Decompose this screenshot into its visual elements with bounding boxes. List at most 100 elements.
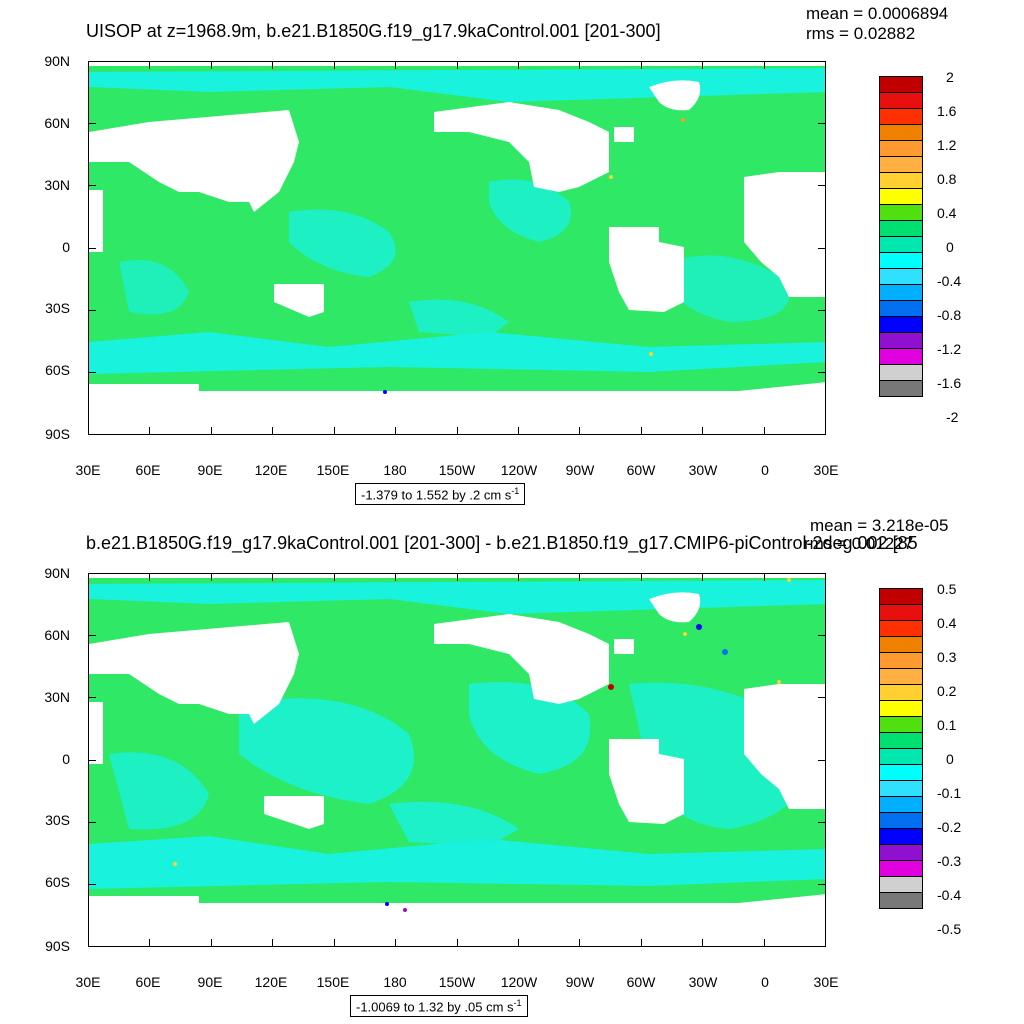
- axis-tick: [88, 61, 96, 62]
- colorbar-label: 0.8: [937, 171, 957, 187]
- x-label: 60W: [626, 974, 656, 990]
- axis-tick: [88, 884, 96, 885]
- colorbar-swatch: [879, 700, 923, 717]
- axis-tick: [395, 61, 396, 69]
- colorbar-swatch: [879, 364, 923, 381]
- x-label: 30E: [75, 462, 101, 478]
- x-label: 90W: [565, 462, 595, 478]
- y-label: 90S: [45, 426, 70, 442]
- axis-tick: [764, 573, 765, 581]
- x-label: 150W: [438, 974, 476, 990]
- colorbar-swatch: [879, 828, 923, 845]
- colorbar-swatch: [879, 140, 923, 157]
- y-label: 0: [62, 751, 70, 767]
- x-label: 120E: [254, 462, 288, 478]
- colorbar-label: 0: [946, 751, 954, 767]
- axis-tick: [272, 573, 273, 581]
- colorbar-label: -0.5: [937, 921, 962, 937]
- colorbar-swatch: [879, 588, 923, 605]
- x-label: 30E: [75, 974, 101, 990]
- colorbar-swatch: [879, 844, 923, 861]
- axis-tick: [88, 434, 96, 435]
- axis-tick: [579, 939, 580, 947]
- axis-tick: [457, 427, 458, 435]
- colorbar-label: -0.2: [937, 819, 962, 835]
- x-label: 150E: [316, 462, 350, 478]
- x-label: 30W: [688, 462, 718, 478]
- colorbar-label: -0.3: [937, 853, 962, 869]
- axis-tick: [818, 434, 826, 435]
- colorbar-swatch: [879, 204, 923, 221]
- axis-tick: [272, 427, 273, 435]
- axis-tick: [825, 61, 826, 69]
- axis-tick: [88, 310, 96, 311]
- plot-title: b.e21.B1850G.f19_g17.9kaControl.001 [201…: [86, 533, 918, 553]
- colorbar-label: -1.2: [937, 341, 962, 357]
- range-info-text: -1.379 to 1.552 by .2 cm s: [361, 487, 512, 503]
- colorbar-swatch: [879, 716, 923, 733]
- axis-tick: [818, 822, 826, 823]
- colorbar-swatch: [879, 764, 923, 781]
- axis-tick: [88, 573, 89, 581]
- colorbar-swatch: [879, 636, 923, 653]
- colorbar-swatch: [879, 268, 923, 285]
- axis-tick: [88, 822, 96, 823]
- axis-tick: [211, 427, 212, 435]
- x-label: 60E: [135, 974, 161, 990]
- colorbar-swatch: [879, 348, 923, 365]
- colorbar-label: 1.2: [937, 137, 957, 153]
- axis-tick: [818, 884, 826, 885]
- colorbar-swatch: [879, 780, 923, 797]
- axis-tick: [211, 61, 212, 69]
- axis-tick: [88, 185, 96, 186]
- axis-tick: [702, 427, 703, 435]
- y-label: 60S: [45, 362, 70, 378]
- x-label: 30E: [813, 462, 839, 478]
- axis-tick: [641, 573, 642, 581]
- axis-tick: [457, 939, 458, 947]
- mean-value: mean = 0.0006894: [806, 4, 949, 23]
- y-label: 30S: [45, 300, 70, 316]
- axis-tick: [702, 61, 703, 69]
- axis-tick: [518, 573, 519, 581]
- axis-tick: [88, 635, 96, 636]
- colorbar-swatch: [879, 300, 923, 317]
- axis-tick: [641, 939, 642, 947]
- axis-tick: [825, 573, 826, 581]
- colorbar-swatch: [879, 620, 923, 637]
- axis-tick: [818, 760, 826, 761]
- colorbar-swatch: [879, 860, 923, 877]
- panel-top: UISOP at z=1968.9m, b.e21.B1850G.f19_g17…: [44, 4, 962, 506]
- colorbar-swatch: [879, 316, 923, 333]
- range-info-unit-exp: -1: [511, 486, 520, 496]
- axis-tick: [641, 61, 642, 69]
- axis-tick: [211, 573, 212, 581]
- y-label: 60S: [45, 874, 70, 890]
- axis-tick: [149, 573, 150, 581]
- mean-value: mean = 3.218e-05: [810, 516, 949, 535]
- axis-tick: [764, 427, 765, 435]
- axis-tick: [518, 939, 519, 947]
- axis-tick: [88, 760, 96, 761]
- axis-tick: [702, 573, 703, 581]
- axis-tick: [211, 939, 212, 947]
- colorbar-label: -1.6: [937, 375, 962, 391]
- x-label: 90E: [197, 462, 223, 478]
- colorbar-label: -0.4: [937, 887, 962, 903]
- axis-tick: [825, 427, 826, 435]
- axis-tick: [88, 946, 96, 947]
- axis-tick: [818, 185, 826, 186]
- colorbar-label: 0.4: [937, 615, 957, 631]
- colorbar-label: -0.4: [937, 273, 962, 289]
- colorbar-label: 0.3: [937, 649, 957, 665]
- axis-tick: [825, 939, 826, 947]
- colorbar-swatch: [879, 76, 923, 93]
- colorbar-swatch: [879, 172, 923, 189]
- axis-tick: [457, 573, 458, 581]
- colorbar-swatch: [879, 380, 923, 397]
- axis-tick: [395, 939, 396, 947]
- colorbar-swatch: [879, 892, 923, 909]
- y-label: 90N: [44, 565, 70, 581]
- colorbar-swatch: [879, 188, 923, 205]
- colorbar-swatch: [879, 332, 923, 349]
